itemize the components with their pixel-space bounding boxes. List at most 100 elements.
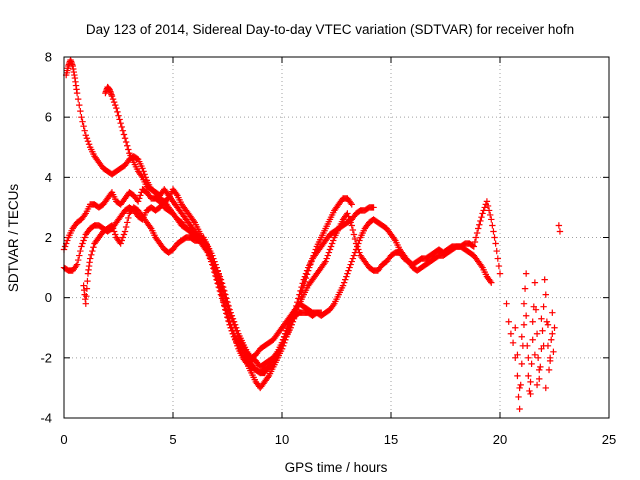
data-point-dense bbox=[219, 295, 227, 303]
data-point-dense bbox=[79, 240, 86, 247]
data-point-dense bbox=[216, 273, 224, 280]
data-point-dense bbox=[297, 287, 304, 295]
data-point bbox=[322, 258, 329, 265]
data-point bbox=[522, 312, 530, 319]
data-point bbox=[527, 390, 534, 398]
data-point-dense bbox=[77, 247, 84, 255]
data-point-dense bbox=[212, 261, 219, 268]
data-point bbox=[488, 216, 495, 223]
data-point bbox=[222, 303, 229, 310]
data-point bbox=[348, 201, 355, 208]
data-point-dense bbox=[477, 217, 484, 225]
data-point bbox=[73, 261, 81, 268]
data-point-dense bbox=[211, 258, 218, 265]
data-point-dense bbox=[350, 252, 358, 259]
data-point bbox=[533, 381, 541, 389]
data-point bbox=[348, 258, 355, 265]
data-point-dense bbox=[81, 211, 88, 219]
data-point-dense bbox=[471, 238, 479, 246]
data-point-dense bbox=[138, 172, 145, 180]
data-point bbox=[536, 375, 543, 383]
data-point-dense bbox=[88, 251, 95, 258]
data-point bbox=[524, 342, 531, 349]
data-point-dense bbox=[224, 298, 231, 306]
data-point-dense bbox=[491, 234, 498, 241]
data-point-dense bbox=[77, 107, 84, 115]
data-point-dense bbox=[83, 285, 91, 292]
data-point-dense bbox=[298, 283, 305, 291]
data-point bbox=[512, 324, 519, 331]
data-point-dense bbox=[330, 237, 337, 244]
data-point bbox=[488, 279, 495, 286]
data-point bbox=[475, 225, 482, 232]
data-point-dense bbox=[146, 223, 154, 231]
data-point-dense bbox=[83, 292, 90, 300]
data-point-dense bbox=[493, 247, 500, 255]
data-point-dense bbox=[214, 277, 221, 284]
data-point-dense bbox=[218, 292, 226, 299]
data-point-dense bbox=[140, 168, 147, 175]
data-point-dense bbox=[345, 267, 352, 274]
data-point-dense bbox=[489, 222, 496, 229]
data-point-dense bbox=[349, 255, 357, 262]
data-point-dense bbox=[481, 204, 488, 211]
data-point-dense bbox=[346, 264, 353, 271]
data-point-dense bbox=[225, 314, 232, 322]
data-point bbox=[529, 318, 536, 325]
data-point-dense bbox=[279, 336, 287, 343]
data-point-dense bbox=[110, 98, 118, 106]
data-point-dense bbox=[124, 219, 131, 226]
data-point-dense bbox=[115, 112, 122, 119]
data-point-dense bbox=[342, 276, 349, 283]
data-point-dense bbox=[264, 374, 272, 381]
data-point bbox=[213, 264, 220, 271]
data-point bbox=[73, 89, 81, 97]
data-point bbox=[217, 276, 225, 283]
data-point-dense bbox=[81, 234, 88, 241]
data-point-dense bbox=[469, 242, 476, 249]
data-point bbox=[518, 360, 525, 368]
data-point bbox=[78, 113, 85, 121]
data-point bbox=[532, 306, 540, 313]
data-point-dense bbox=[284, 324, 291, 331]
data-point-dense bbox=[216, 284, 224, 292]
data-point-dense bbox=[350, 231, 358, 238]
data-point bbox=[134, 198, 142, 205]
data-point bbox=[78, 243, 85, 250]
data-point bbox=[278, 339, 286, 346]
y-tick-labels: -4 -2 0 2 4 6 8 bbox=[40, 50, 52, 426]
data-point bbox=[496, 270, 504, 277]
data-point bbox=[117, 119, 124, 127]
data-point bbox=[540, 342, 547, 349]
data-point-dense bbox=[486, 277, 494, 285]
data-point-dense bbox=[218, 280, 226, 287]
data-point-dense bbox=[325, 249, 333, 256]
data-point-dense bbox=[480, 207, 487, 214]
data-point-dense bbox=[340, 279, 348, 286]
data-point-dense bbox=[225, 302, 232, 310]
data-point-dense bbox=[330, 301, 337, 309]
data-point bbox=[545, 366, 553, 374]
data-point bbox=[529, 336, 536, 343]
data-point-dense bbox=[118, 237, 125, 244]
data-point bbox=[549, 309, 556, 316]
data-point bbox=[540, 303, 547, 310]
data-point-dense bbox=[110, 228, 118, 235]
data-point bbox=[541, 276, 548, 283]
data-point-dense bbox=[76, 101, 83, 109]
data-point-dense bbox=[324, 252, 331, 259]
data-point-dense bbox=[282, 330, 289, 337]
data-point-dense bbox=[327, 243, 335, 250]
data-point bbox=[470, 243, 478, 250]
data-point-dense bbox=[119, 127, 127, 134]
x-tick-label: 20 bbox=[493, 432, 507, 447]
data-point bbox=[326, 246, 334, 253]
data-point-dense bbox=[120, 231, 128, 238]
x-tick-label: 0 bbox=[60, 432, 67, 447]
data-point-dense bbox=[301, 273, 309, 280]
y-tick-label: -4 bbox=[40, 411, 52, 426]
data-point bbox=[117, 240, 124, 247]
data-point bbox=[283, 327, 290, 334]
data-point bbox=[539, 327, 546, 334]
